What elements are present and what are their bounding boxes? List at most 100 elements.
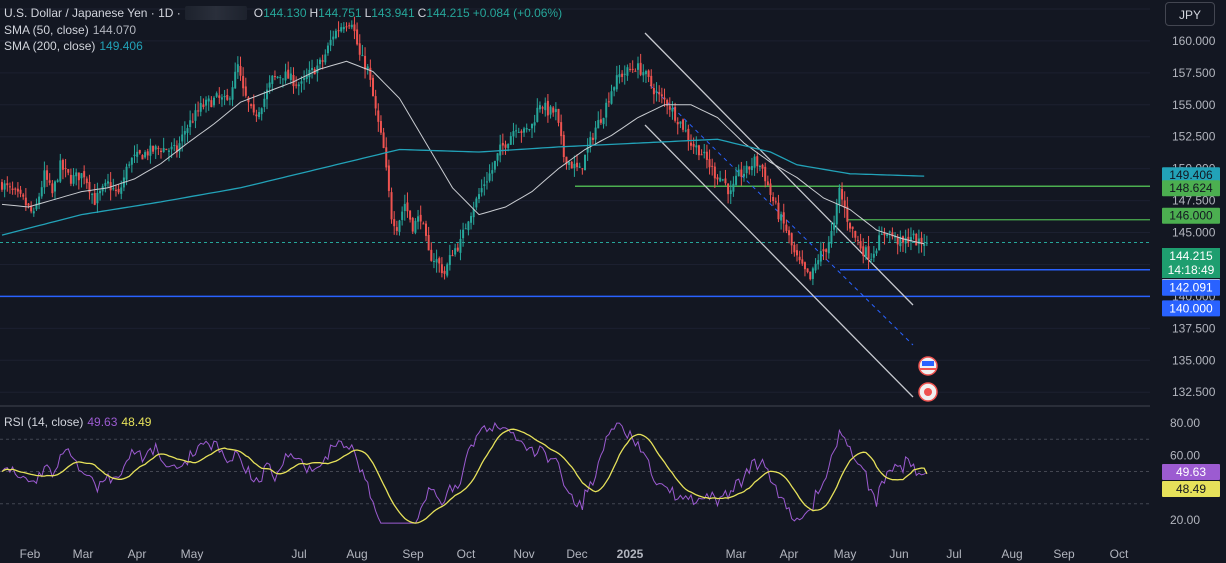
candle-body bbox=[764, 166, 767, 182]
sma200-legend[interactable]: SMA (200, close) 149.406 bbox=[4, 38, 143, 54]
candle-body bbox=[374, 96, 377, 109]
candle-body bbox=[56, 180, 59, 182]
candle-body bbox=[69, 174, 72, 184]
candle-body bbox=[841, 188, 844, 200]
japan-flag-icon-part bbox=[924, 388, 932, 396]
price-tick-label: 157.500 bbox=[1172, 66, 1216, 80]
candle-body bbox=[125, 166, 128, 180]
candle-body bbox=[242, 76, 245, 89]
time-axis-label: May bbox=[181, 547, 204, 561]
sma50-legend[interactable]: SMA (50, close) 144.070 bbox=[4, 22, 136, 38]
candle-body bbox=[880, 233, 883, 235]
candle-body bbox=[639, 62, 642, 75]
candle-body bbox=[825, 249, 828, 252]
time-axis-label: Nov bbox=[513, 547, 534, 561]
candle-body bbox=[594, 127, 597, 140]
candle-body bbox=[695, 145, 698, 148]
candle-body bbox=[54, 181, 56, 192]
rsi-value-tag-bg bbox=[1162, 464, 1220, 480]
price-tick-label: 155.000 bbox=[1172, 98, 1216, 112]
time-axis-label: Mar bbox=[726, 547, 747, 561]
candle-body bbox=[462, 229, 465, 239]
candle-body bbox=[165, 148, 168, 151]
price-tick-label: 160.000 bbox=[1172, 34, 1216, 48]
low-value: 143.941 bbox=[371, 6, 415, 20]
candle-body bbox=[75, 172, 78, 177]
candle-body bbox=[467, 221, 470, 231]
candle-body bbox=[448, 255, 451, 266]
candle-body bbox=[682, 119, 685, 130]
candle-body bbox=[883, 232, 886, 236]
candle-body bbox=[276, 76, 279, 78]
candle-body bbox=[422, 223, 425, 225]
candle-body bbox=[446, 264, 449, 276]
candle-body bbox=[14, 188, 17, 190]
candle-body bbox=[809, 271, 812, 280]
rsi-line bbox=[1, 421, 928, 524]
candle-body bbox=[160, 150, 162, 152]
candle-body bbox=[19, 189, 22, 194]
candle-body bbox=[501, 142, 504, 146]
candle-body bbox=[194, 110, 197, 121]
rsi-legend[interactable]: RSI (14, close) 49.63 48.49 bbox=[4, 414, 151, 430]
candle-body bbox=[271, 75, 274, 84]
candle-body bbox=[878, 235, 881, 251]
candle-body bbox=[1, 182, 3, 190]
candle-body bbox=[377, 110, 380, 122]
candle-body bbox=[136, 151, 139, 157]
candle-body bbox=[570, 161, 573, 169]
rsi-tick-label: 80.00 bbox=[1170, 416, 1200, 430]
candle-body bbox=[247, 97, 250, 103]
candle-body bbox=[491, 170, 494, 174]
candle-body bbox=[554, 109, 557, 112]
candle-body bbox=[862, 246, 865, 257]
candle-body bbox=[393, 219, 396, 227]
time-axis-label: May bbox=[834, 547, 857, 561]
candle-body bbox=[324, 54, 327, 63]
candle-body bbox=[562, 134, 565, 158]
candle-body bbox=[851, 226, 854, 230]
candle-body bbox=[146, 151, 149, 156]
candle-body bbox=[899, 236, 902, 247]
candle-body bbox=[697, 145, 700, 156]
candle-body bbox=[130, 157, 133, 165]
candle-body bbox=[175, 145, 178, 153]
candle-body bbox=[109, 182, 112, 191]
candle-body bbox=[615, 75, 618, 90]
channel-lower-line bbox=[644, 124, 914, 398]
candle-body bbox=[655, 91, 658, 93]
candle-body bbox=[30, 205, 33, 212]
candle-body bbox=[91, 193, 94, 195]
candle-body bbox=[785, 224, 788, 231]
candle-body bbox=[525, 128, 528, 130]
candle-body bbox=[875, 250, 878, 254]
sma50-value: 144.070 bbox=[92, 23, 137, 37]
candle-body bbox=[316, 65, 319, 73]
rsi-ma-value-tag: 48.49 bbox=[1176, 482, 1206, 496]
level-146-tag-bg bbox=[1162, 207, 1220, 224]
candle-body bbox=[705, 151, 708, 160]
candle-body bbox=[629, 68, 632, 70]
candle-body bbox=[419, 214, 422, 222]
price-tick-label: 132.500 bbox=[1172, 385, 1216, 399]
candle-body bbox=[509, 136, 512, 145]
candle-body bbox=[114, 189, 117, 191]
currency-button[interactable]: JPY bbox=[1165, 2, 1215, 26]
candle-body bbox=[756, 156, 759, 167]
candle-body bbox=[713, 166, 716, 179]
candle-body bbox=[46, 170, 49, 180]
candle-body bbox=[268, 82, 271, 88]
candle-body bbox=[631, 68, 634, 70]
candle-body bbox=[284, 71, 287, 81]
candle-body bbox=[454, 248, 457, 255]
level-142-091-tag-bg bbox=[1162, 279, 1220, 296]
candle-body bbox=[382, 132, 385, 148]
candle-body bbox=[750, 166, 753, 171]
candle-body bbox=[557, 108, 560, 123]
candle-body bbox=[668, 106, 671, 110]
candle-body bbox=[390, 192, 393, 220]
candle-body bbox=[803, 262, 806, 270]
candle-body bbox=[798, 256, 801, 261]
candle-body bbox=[859, 241, 862, 249]
